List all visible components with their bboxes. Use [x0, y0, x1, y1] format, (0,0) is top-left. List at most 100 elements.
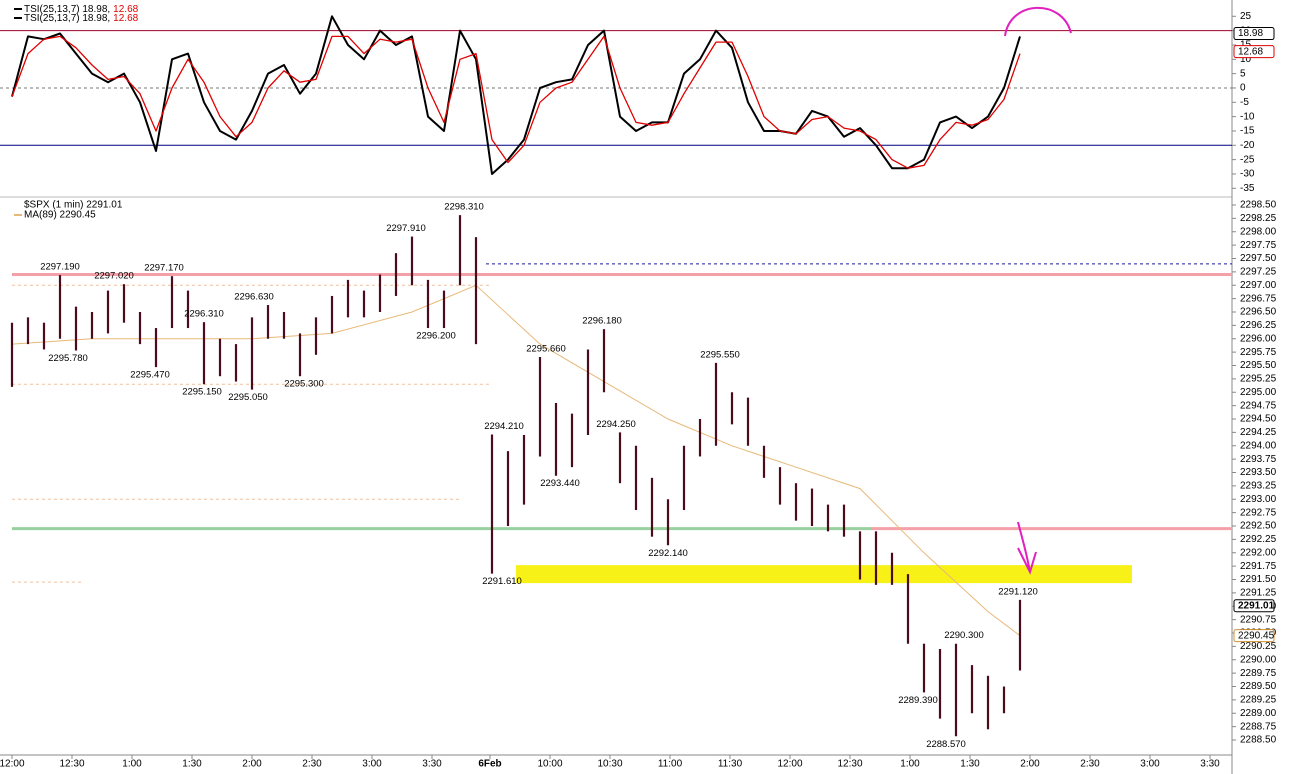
price-annotation: 2297.910 — [386, 223, 426, 234]
y-tick-label: 2288.75 — [1240, 721, 1277, 732]
x-tick-label: 1:30 — [182, 759, 202, 770]
y-tick-label: 2293.75 — [1240, 454, 1277, 465]
value-tag-box — [1233, 599, 1275, 613]
x-tick-label: 11:00 — [658, 759, 683, 770]
legend-text: TSI(25,13,7) 18.98, — [24, 4, 110, 15]
y-tick-label: 2290.75 — [1240, 614, 1277, 625]
x-tick-label: 1:00 — [122, 759, 142, 770]
moving-average — [11, 284, 1021, 637]
y-tick-label: 2296.50 — [1240, 307, 1277, 318]
price-annotation: 2295.550 — [700, 349, 740, 360]
y-tick-label: 2297.50 — [1240, 253, 1277, 264]
tsi-line — [11, 15, 1021, 175]
value-tag-box — [1233, 629, 1275, 643]
price-annotation: 2291.610 — [482, 576, 522, 587]
x-tick-label: 10:00 — [537, 759, 562, 770]
y-tick-label: 15 — [1240, 40, 1252, 51]
legend-entry: TSI(25,13,7) 18.98, 12.68 — [24, 4, 139, 15]
price-annotation: 2295.300 — [284, 379, 324, 390]
x-tick-label: 2:30 — [1080, 759, 1100, 770]
y-tick-label: -25 — [1240, 154, 1255, 165]
y-tick-label: 2293.25 — [1240, 481, 1277, 492]
value-tag-box — [1233, 27, 1275, 41]
price-annotation: 2290.300 — [944, 630, 984, 641]
y-tick-label: -20 — [1240, 140, 1255, 151]
y-tick-label: 2294.50 — [1240, 414, 1277, 425]
y-tick-label: 2289.25 — [1240, 695, 1277, 706]
y-tick-label: 2293.00 — [1240, 494, 1277, 505]
y-tick-label: 2296.00 — [1240, 333, 1277, 344]
price-annotation: 2297.170 — [144, 263, 184, 274]
y-tick-label: 2295.75 — [1240, 347, 1277, 358]
y-tick-label: 2293.50 — [1240, 467, 1277, 478]
x-tick-label: 1:30 — [960, 759, 980, 770]
y-tick-label: 2295.00 — [1240, 387, 1277, 398]
y-tick-label: 2294.25 — [1240, 427, 1277, 438]
price-annotation: 2296.310 — [184, 309, 224, 320]
legend-entry: TSI(25,13,7) 18.98, 12.68 — [24, 13, 139, 24]
legend-entry: MA(89) 2290.45 — [24, 210, 96, 221]
y-tick-label: 2295.25 — [1240, 374, 1277, 385]
value-tag: 18.98 — [1238, 28, 1263, 39]
price-annotation: 2295.150 — [182, 387, 222, 398]
price-annotation: 2294.250 — [596, 419, 636, 430]
price-annotation: 2295.470 — [130, 370, 170, 381]
y-tick-label: 2289.75 — [1240, 668, 1277, 679]
legend-text: TSI(25,13,7) 18.98, — [24, 13, 110, 24]
price-annotation: 2296.180 — [582, 316, 622, 327]
x-tick-label: 2:00 — [1020, 759, 1040, 770]
x-tick-label: 12:30 — [837, 759, 862, 770]
price-annotation: 2296.630 — [234, 292, 274, 303]
price-annotation: 2295.780 — [48, 353, 88, 364]
hand-drawn-arrow — [1017, 521, 1037, 575]
legend-text: 12.68 — [113, 13, 138, 24]
y-tick-label: 2294.00 — [1240, 440, 1277, 451]
y-tick-label: 2291.75 — [1240, 561, 1277, 572]
y-tick-label: 2296.25 — [1240, 320, 1277, 331]
plot-layer: 2520151050-5-10-15-20-25-30-3518.9812.68… — [0, 4, 1277, 770]
price-annotation: 2288.570 — [926, 739, 966, 750]
x-tick-label: 12:00 — [0, 759, 25, 770]
price-annotation: 2293.440 — [540, 478, 580, 489]
y-tick-label: 2289.50 — [1240, 681, 1277, 692]
x-tick-label: 12:30 — [59, 759, 84, 770]
y-tick-label: 2292.00 — [1240, 547, 1277, 558]
price-annotation: 2295.050 — [228, 392, 268, 403]
price-annotation: 2294.210 — [484, 421, 524, 432]
y-tick-label: -35 — [1240, 183, 1255, 194]
y-tick-label: 10 — [1240, 54, 1252, 65]
y-tick-label: 2294.75 — [1240, 400, 1277, 411]
y-tick-label: 2290.25 — [1240, 641, 1277, 652]
y-tick-label: 2297.00 — [1240, 280, 1277, 291]
y-tick-label: 2290.00 — [1240, 654, 1277, 665]
value-tag: 2290.45 — [1238, 630, 1275, 641]
tsi-line — [11, 35, 1021, 169]
price-annotation: 2297.190 — [40, 262, 80, 273]
y-tick-label: 2291.50 — [1240, 574, 1277, 585]
price-annotation: 2296.200 — [416, 331, 456, 342]
y-tick-label: -10 — [1240, 111, 1255, 122]
y-tick-label: 2292.75 — [1240, 507, 1277, 518]
y-tick-label: 2297.25 — [1240, 267, 1277, 278]
price-annotation: 2297.020 — [94, 271, 134, 282]
x-tick-label: 3:30 — [1200, 759, 1220, 770]
price-annotation: 2292.140 — [648, 548, 688, 559]
x-tick-label: 1:00 — [900, 759, 920, 770]
price-annotation: 2298.310 — [444, 202, 484, 213]
legend-entry: $SPX (1 min) 2291.01 — [24, 200, 123, 211]
y-tick-label: 2291.25 — [1240, 588, 1277, 599]
y-tick-label: 2297.75 — [1240, 240, 1277, 251]
x-tick-label: 11:30 — [718, 759, 743, 770]
value-tag: 2291.01 — [1238, 600, 1275, 611]
y-tick-label: 2292.25 — [1240, 534, 1277, 545]
y-tick-label: 2298.50 — [1240, 200, 1277, 211]
y-tick-label: 2296.75 — [1240, 293, 1277, 304]
x-tick-label: 3:00 — [1140, 759, 1160, 770]
price-annotation: 2289.390 — [898, 695, 938, 706]
hand-drawn-arc — [1004, 6, 1072, 37]
y-tick-label: -15 — [1240, 126, 1255, 137]
y-tick-label: 2292.50 — [1240, 521, 1277, 532]
price-annotation: 2295.660 — [526, 343, 566, 354]
y-tick-label: 5 — [1240, 68, 1246, 79]
